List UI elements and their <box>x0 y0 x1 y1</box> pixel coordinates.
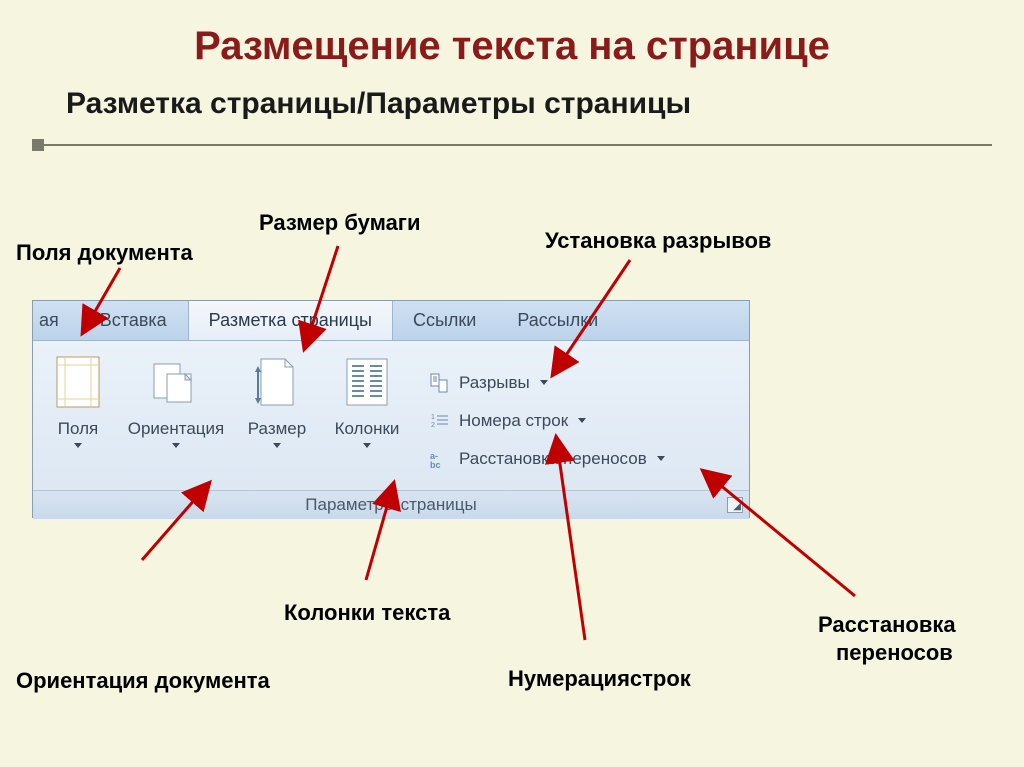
chevron-down-icon <box>273 443 281 448</box>
columns-icon <box>342 355 392 409</box>
chevron-down-icon <box>172 443 180 448</box>
hyphenation-icon: a-bc <box>429 448 451 470</box>
orientation-icon <box>151 355 201 409</box>
line-numbers-icon: 12 <box>429 410 451 432</box>
margins-label: Поля <box>58 419 98 439</box>
size-icon <box>252 355 302 409</box>
tab-page-layout[interactable]: Разметка страницы <box>188 301 393 340</box>
hyphenation-button[interactable]: a-bc Расстановка переносов <box>429 443 741 475</box>
small-buttons: Разрывы 12 Номера строк a-bc Расстановка… <box>421 341 749 490</box>
annotation-breaks: Установка разрывов <box>545 228 771 254</box>
ribbon-group-area: Поля Ориентация <box>33 341 749 491</box>
breaks-button[interactable]: Разрывы <box>429 367 741 399</box>
annotation-orientation: Ориентация документа <box>16 668 270 694</box>
dialog-launcher[interactable]: ◢ <box>727 497 743 513</box>
tab-references[interactable]: Ссылки <box>393 301 497 340</box>
divider <box>32 144 992 146</box>
orientation-label: Ориентация <box>128 419 225 439</box>
margins-button[interactable]: Поля <box>39 349 117 490</box>
columns-button[interactable]: Колонки <box>319 349 415 490</box>
columns-label: Колонки <box>335 419 400 439</box>
slide-title: Размещение текста на странице <box>0 0 1024 69</box>
hyphenation-label: Расстановка переносов <box>459 449 647 469</box>
group-label: Параметры страницы ◢ <box>33 491 749 519</box>
group-label-text: Параметры страницы <box>305 495 476 515</box>
annotation-hyphen-2: переносов <box>836 640 953 666</box>
annotation-hyphen-1: Расстановка <box>818 612 956 638</box>
tab-insert[interactable]: Вставка <box>80 301 188 340</box>
chevron-down-icon <box>74 443 82 448</box>
orientation-button[interactable]: Ориентация <box>117 349 235 490</box>
annotation-linenums: Нумерациястрок <box>508 666 691 692</box>
svg-text:1: 1 <box>431 414 435 421</box>
tab-home-partial[interactable]: ая <box>33 301 80 340</box>
line-numbers-button[interactable]: 12 Номера строк <box>429 405 741 437</box>
annotation-size: Размер бумаги <box>259 210 421 236</box>
chevron-down-icon <box>540 380 548 385</box>
annotation-margins: Поля документа <box>16 240 193 266</box>
line-numbers-label: Номера строк <box>459 411 568 431</box>
margins-icon <box>53 355 103 409</box>
chevron-down-icon <box>657 456 665 461</box>
chevron-down-icon <box>578 418 586 423</box>
ribbon-tabs: ая Вставка Разметка страницы Ссылки Расс… <box>33 301 749 341</box>
annotation-columns: Колонки текста <box>284 600 450 626</box>
breaks-icon <box>429 372 451 394</box>
svg-text:2: 2 <box>431 422 435 429</box>
tab-mailings[interactable]: Рассылки <box>497 301 619 340</box>
size-button[interactable]: Размер <box>235 349 319 490</box>
size-label: Размер <box>248 419 306 439</box>
big-buttons: Поля Ориентация <box>33 341 421 490</box>
slide-subtitle: Разметка страницы/Параметры страницы <box>0 69 1024 121</box>
chevron-down-icon <box>363 443 371 448</box>
ribbon: ая Вставка Разметка страницы Ссылки Расс… <box>32 300 750 518</box>
svg-text:bc: bc <box>430 460 441 469</box>
breaks-label: Разрывы <box>459 373 530 393</box>
